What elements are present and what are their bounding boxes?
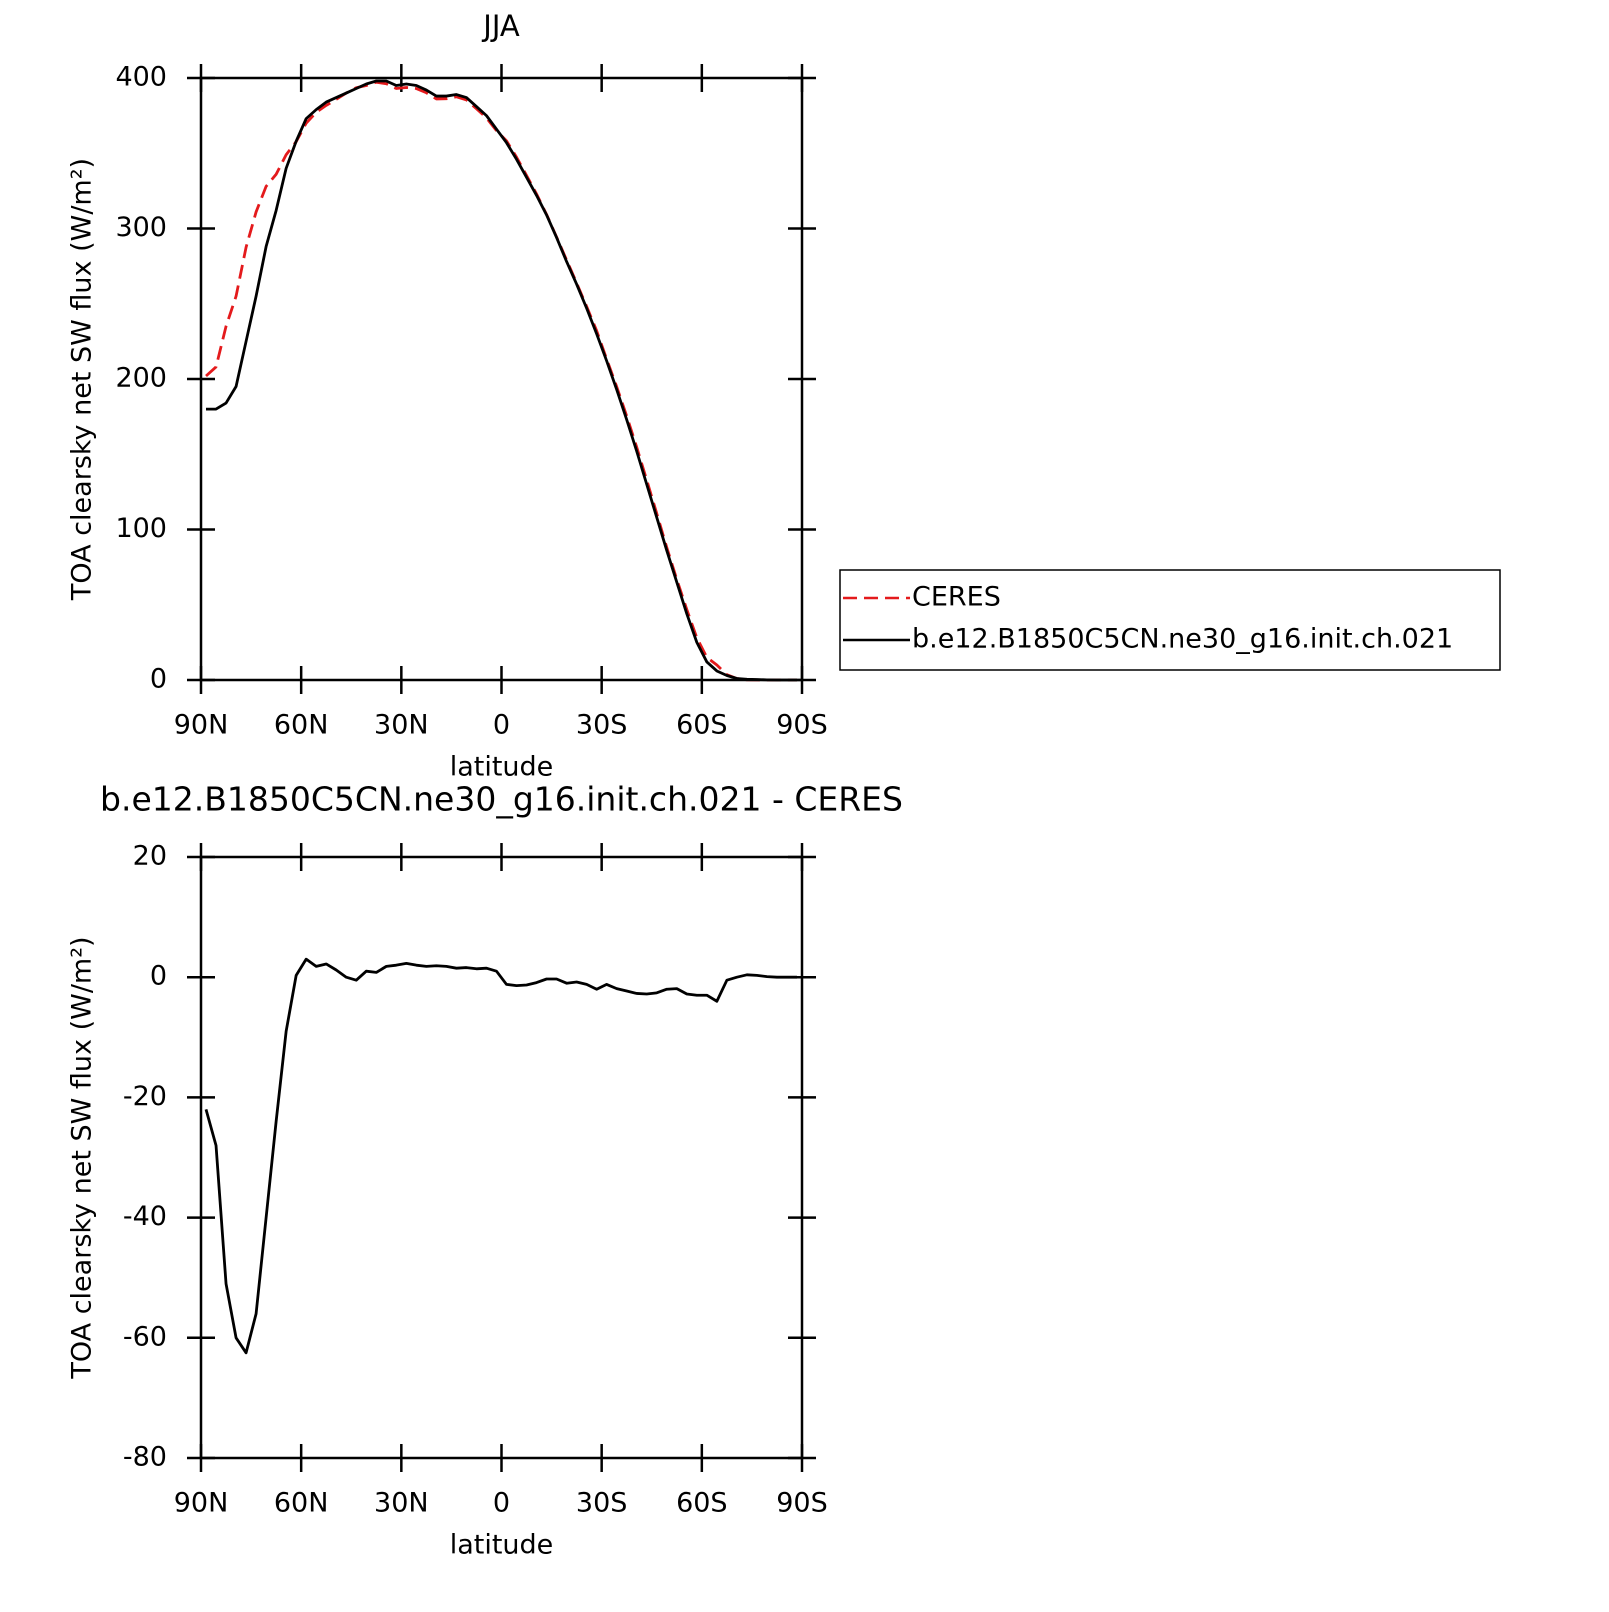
data-line (206, 79, 797, 682)
x-tick-label: 60S (676, 710, 728, 741)
x-tick-label: 30S (576, 1488, 628, 1519)
legend-box (839, 569, 1501, 671)
x-tick-label: 60N (274, 710, 329, 741)
y-tick-label: -40 (123, 1201, 167, 1232)
y-axis-label: TOA clearsky net SW flux (W/m²) (67, 158, 98, 601)
x-tick-label: 90N (174, 1488, 229, 1519)
data-line (204, 957, 797, 1355)
chart-title: b.e12.B1850C5CN.ne30_g16.init.ch.021 - C… (100, 780, 903, 819)
legend-label: CERES (912, 582, 1001, 613)
x-axis-label: latitude (450, 752, 554, 783)
x-tick-label: 90S (776, 710, 828, 741)
x-tick-label: 90S (776, 1488, 828, 1519)
x-tick-label: 90N (174, 710, 229, 741)
y-tick-label: 0 (150, 961, 167, 992)
y-tick-label: -60 (123, 1321, 167, 1352)
x-tick-label: 30N (374, 1488, 429, 1519)
y-axis-label: TOA clearsky net SW flux (W/m²) (67, 936, 98, 1379)
x-tick-label: 60S (676, 1488, 728, 1519)
y-tick-label: 400 (115, 62, 167, 93)
chart-title: JJA (481, 9, 520, 43)
y-tick-label: 0 (150, 664, 167, 695)
x-axis-label: latitude (450, 1530, 554, 1561)
y-tick-label: 300 (115, 212, 167, 243)
legend-label: b.e12.B1850C5CN.ne30_g16.init.ch.021 (912, 624, 1453, 655)
x-tick-label: 0 (493, 1488, 510, 1519)
x-tick-label: 30S (576, 710, 628, 741)
y-tick-label: -20 (123, 1081, 167, 1112)
x-tick-label: 30N (374, 710, 429, 741)
plot-frame (199, 76, 804, 682)
x-tick-label: 60N (274, 1488, 329, 1519)
plot-frame (199, 855, 804, 1460)
y-tick-label: -80 (123, 1442, 167, 1473)
y-tick-label: 200 (115, 363, 167, 394)
data-line (205, 80, 797, 682)
y-tick-label: 100 (115, 513, 167, 544)
x-tick-label: 0 (493, 710, 510, 741)
y-tick-label: 20 (133, 841, 167, 872)
